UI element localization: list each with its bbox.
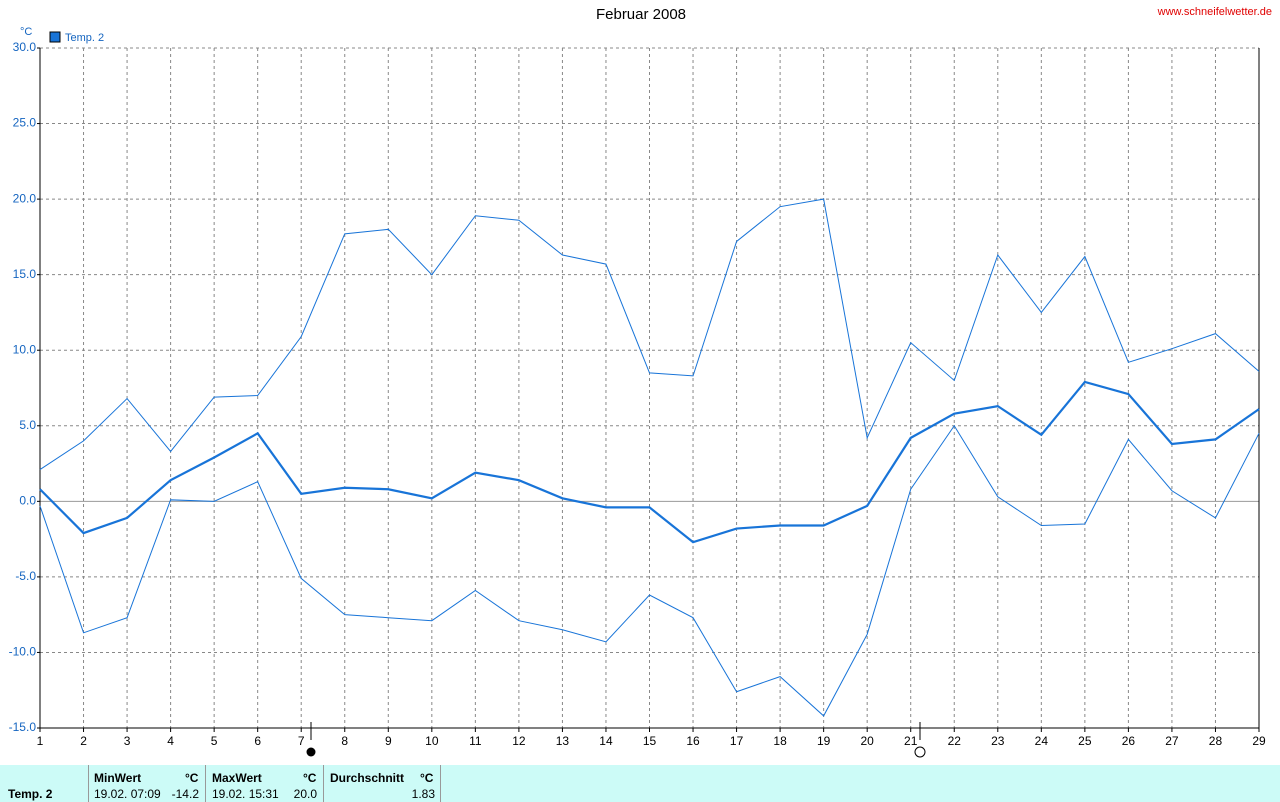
min-header: MinWert xyxy=(94,771,142,785)
y-tick-label: 15.0 xyxy=(13,267,37,281)
x-tick-label: 22 xyxy=(948,734,962,748)
max-header: MaxWert xyxy=(212,771,262,785)
source: www.schneifelwetter.de xyxy=(1157,6,1272,18)
series-line xyxy=(39,380,1260,544)
max-time: 19.02. 15:31 xyxy=(212,787,279,801)
full-moon xyxy=(306,747,316,757)
min-time: 19.02. 07:09 xyxy=(94,787,161,801)
x-tick-label: 16 xyxy=(686,734,700,748)
y-tick-label: 30.0 xyxy=(13,40,37,54)
chart-title: Februar 2008 xyxy=(596,6,686,23)
x-tick-label: 29 xyxy=(1252,734,1266,748)
x-tick-label: 13 xyxy=(556,734,570,748)
y-tick-label: 5.0 xyxy=(19,418,36,432)
x-tick-label: 24 xyxy=(1035,734,1049,748)
min-value: -14.2 xyxy=(171,787,199,801)
x-tick-label: 2 xyxy=(80,734,87,748)
y-tick-label: 20.0 xyxy=(13,191,37,205)
avg-value: 1.83 xyxy=(411,787,435,801)
x-tick-label: 25 xyxy=(1078,734,1092,748)
min-unit: °C xyxy=(185,771,199,785)
y-tick-label: -5.0 xyxy=(15,569,36,583)
y-tick-label: 10.0 xyxy=(13,342,37,356)
x-tick-label: 23 xyxy=(991,734,1005,748)
x-tick-label: 3 xyxy=(124,734,131,748)
x-tick-label: 15 xyxy=(643,734,657,748)
x-tick-label: 9 xyxy=(385,734,392,748)
avg-unit: °C xyxy=(420,771,434,785)
x-tick-label: 6 xyxy=(254,734,261,748)
max-unit: °C xyxy=(303,771,317,785)
y-label: °C xyxy=(20,26,32,38)
x-tick-label: 12 xyxy=(512,734,526,748)
x-tick-label: 8 xyxy=(341,734,348,748)
y-tick-label: -15.0 xyxy=(9,720,37,734)
y-tick-label: 25.0 xyxy=(13,116,37,130)
x-tick-label: 11 xyxy=(469,734,482,748)
x-tick-label: 28 xyxy=(1209,734,1223,748)
series-line xyxy=(39,424,1260,717)
x-tick-label: 19 xyxy=(817,734,831,748)
x-tick-label: 17 xyxy=(730,734,744,748)
avg-header: Durchschnitt xyxy=(330,771,405,785)
x-tick-label: 5 xyxy=(211,734,218,748)
sensor: Temp. 2 xyxy=(8,787,53,801)
x-tick-label: 4 xyxy=(167,734,174,748)
legend-swatch xyxy=(49,31,61,43)
x-tick-label: 20 xyxy=(860,734,874,748)
series-line xyxy=(39,198,1260,471)
y-tick-label: 0.0 xyxy=(19,494,36,508)
x-tick-label: 10 xyxy=(425,734,439,748)
x-tick-label: 14 xyxy=(599,734,613,748)
x-tick-label: 1 xyxy=(37,734,44,748)
x-tick-label: 27 xyxy=(1165,734,1179,748)
footer: Temp. 2 MinWert °C 19.02. 07:09 -14.2 Ma… xyxy=(0,765,1280,802)
x-tick-label: 18 xyxy=(773,734,787,748)
new-moon xyxy=(914,746,926,758)
max-value: 20.0 xyxy=(293,787,317,801)
x-tick-label: 26 xyxy=(1122,734,1136,748)
plot: -15.0 -10.0 -5.0 0.0 5.0 10.0 15.0 20.0 25.0 30.0… xyxy=(9,40,1266,748)
legend-label: Temp. 2 xyxy=(65,32,104,44)
x-tick-label: 7 xyxy=(298,734,305,748)
y-tick-label: -10.0 xyxy=(9,645,37,659)
x-tick-label: 21 xyxy=(904,734,918,748)
